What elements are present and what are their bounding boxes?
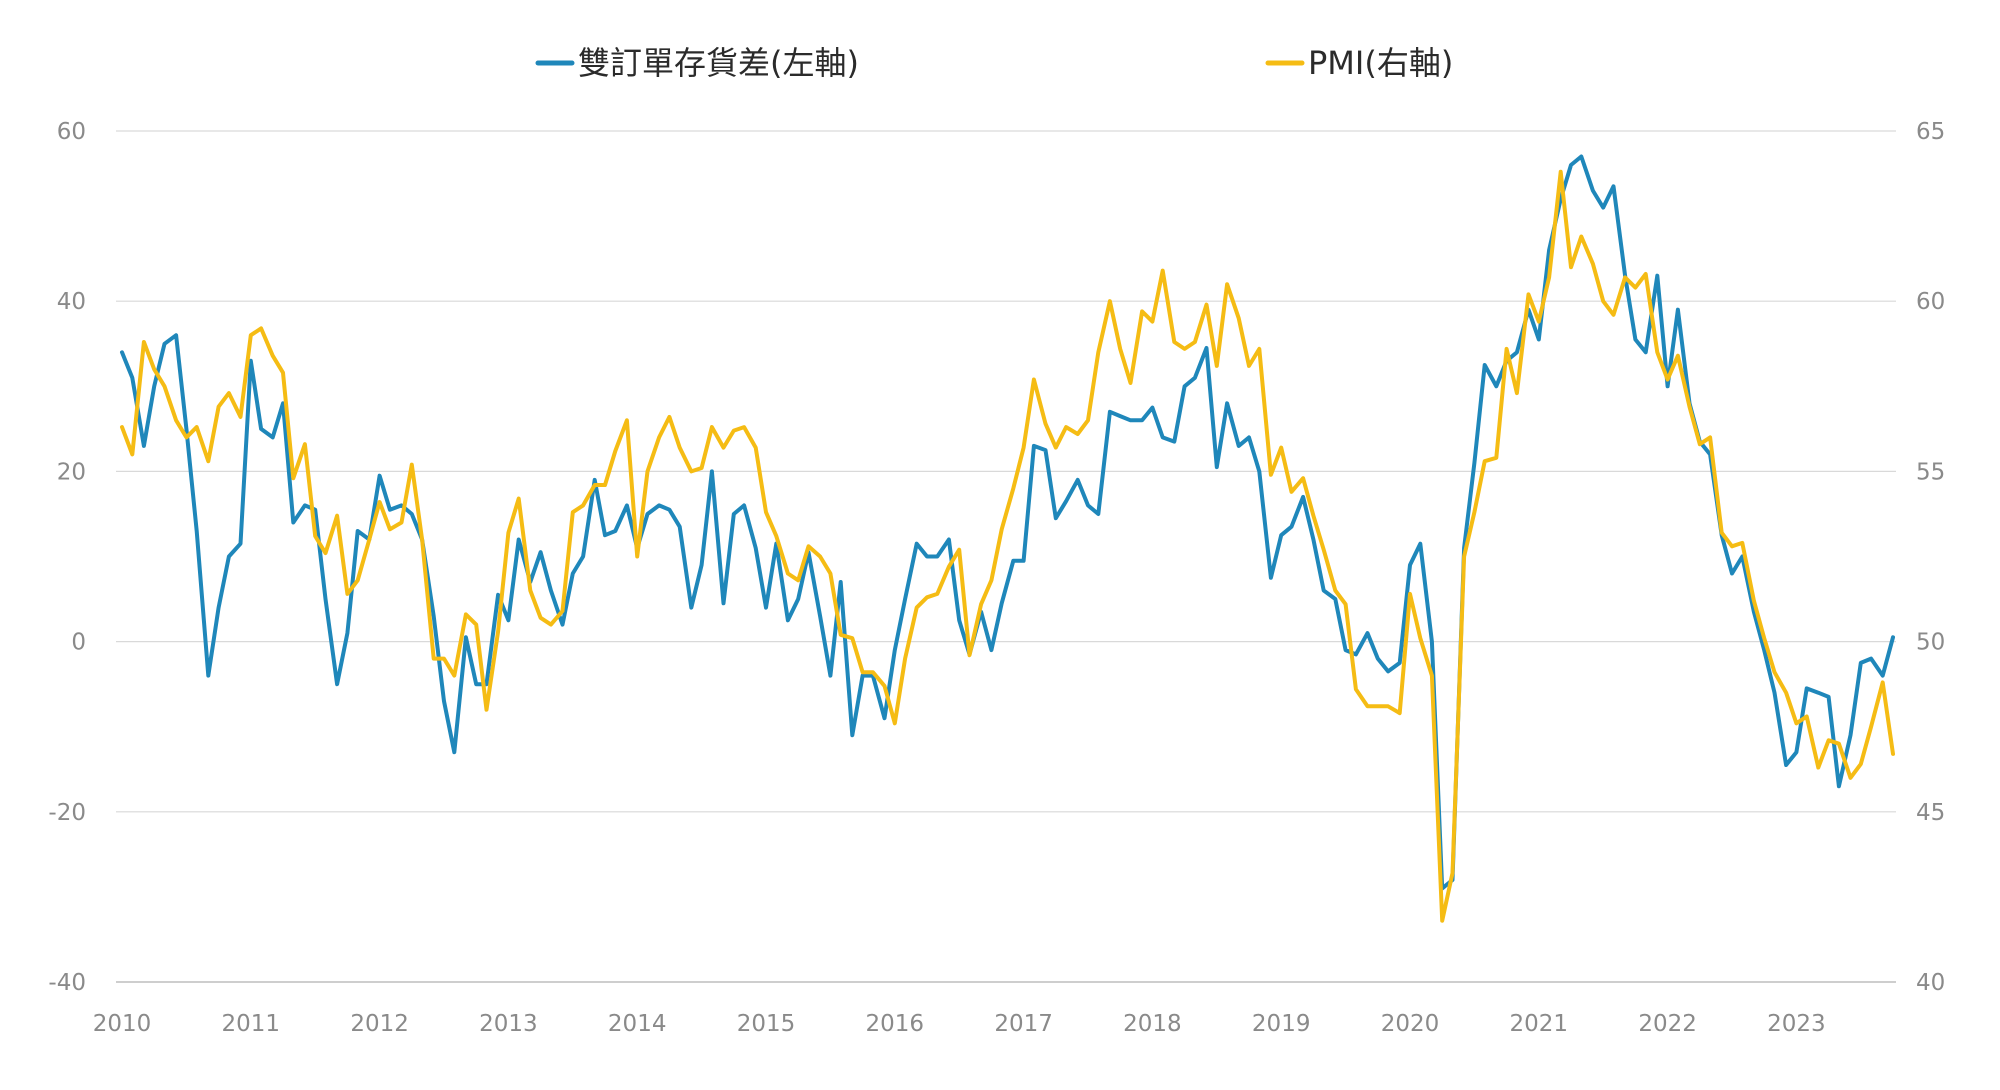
x-tick-label: 2023 xyxy=(1767,1011,1826,1037)
right-y-tick-label: 50 xyxy=(1916,630,1945,656)
x-tick-label: 2014 xyxy=(608,1011,667,1037)
x-tick-label: 2010 xyxy=(93,1011,152,1037)
x-tick-label: 2016 xyxy=(866,1011,925,1037)
x-tick-label: 2019 xyxy=(1252,1011,1311,1037)
legend: 雙訂單存貨差(左軸) PMI(右軸) xyxy=(535,44,1453,82)
x-axis: 2010 2011 2012 2013 2014 2015 2016 2017 2018 2019… xyxy=(93,1011,1826,1037)
gridlines xyxy=(116,130,1896,983)
right-y-tick-label: 55 xyxy=(1916,459,1945,485)
legend-label-pmi: PMI(右軸) xyxy=(1308,44,1453,82)
legend-label-inventory-diff: 雙訂單存貨差(左軸) xyxy=(578,44,859,82)
x-tick-label: 2022 xyxy=(1638,1011,1697,1037)
left-y-axis: 60 40 20 0 -20 -40 xyxy=(48,119,86,996)
right-y-tick-label: 45 xyxy=(1916,800,1945,826)
left-y-tick-label: 60 xyxy=(57,119,86,145)
left-y-tick-label: 20 xyxy=(57,459,86,485)
x-tick-label: 2011 xyxy=(222,1011,281,1037)
x-tick-label: 2012 xyxy=(350,1011,409,1037)
x-tick-label: 2015 xyxy=(737,1011,796,1037)
right-y-axis: 65 60 55 50 45 40 xyxy=(1916,119,1945,996)
left-y-tick-label: -40 xyxy=(48,970,86,996)
series-line-pmi xyxy=(120,169,1895,923)
x-tick-label: 2020 xyxy=(1381,1011,1440,1037)
right-y-tick-label: 65 xyxy=(1916,119,1945,145)
left-y-tick-label: -20 xyxy=(48,800,86,826)
x-tick-label: 2021 xyxy=(1510,1011,1569,1037)
right-y-tick-label: 60 xyxy=(1916,289,1945,315)
x-tick-label: 2013 xyxy=(479,1011,538,1037)
left-y-tick-label: 0 xyxy=(71,630,86,656)
series-layer xyxy=(120,154,1895,923)
x-tick-label: 2017 xyxy=(994,1011,1053,1037)
series-line-inventory-diff xyxy=(120,154,1895,891)
right-y-tick-label: 40 xyxy=(1916,970,1945,996)
left-y-tick-label: 40 xyxy=(57,289,86,315)
x-tick-label: 2018 xyxy=(1123,1011,1182,1037)
